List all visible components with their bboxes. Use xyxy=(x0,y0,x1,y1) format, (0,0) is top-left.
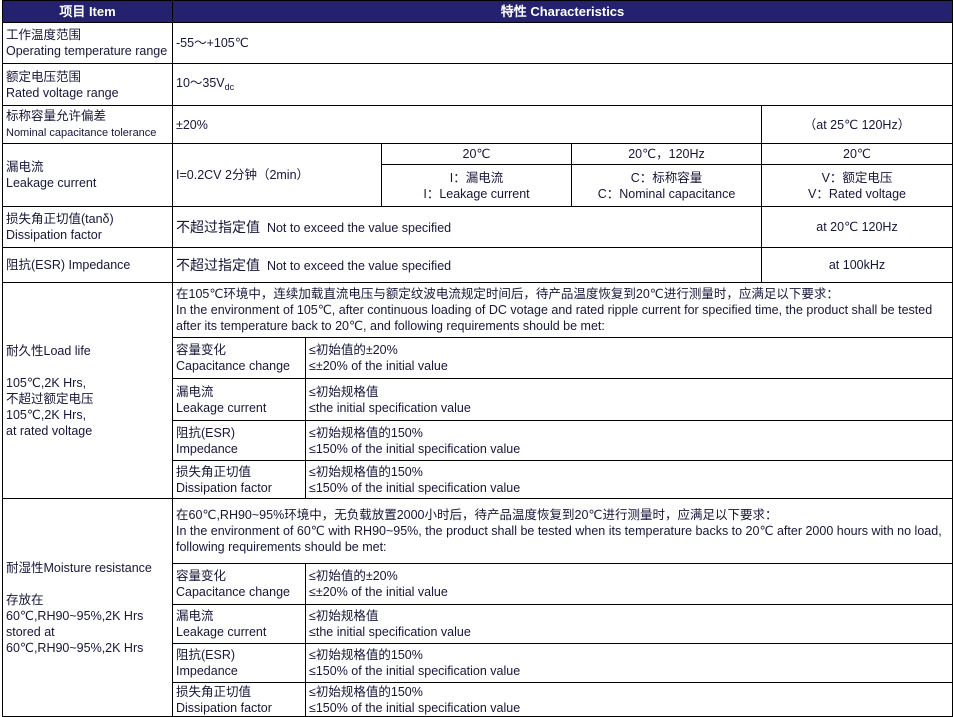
dissipation-value: 不超过指定值 Not to exceed the value specified xyxy=(172,206,762,248)
tolerance-value-text: ±20% xyxy=(176,117,208,132)
temp-label-zh: 工作温度范围 xyxy=(6,28,82,42)
moisture-item-name: 漏电流 Leakage current xyxy=(172,604,306,644)
leakage-subvalue-text: I：漏电流 I：Leakage current xyxy=(423,170,530,201)
tolerance-label-zh: 标称容量允许偏差 xyxy=(6,109,107,123)
load_life-item-requirement: ≤初始规格值的150% ≤150% of the initial specifi… xyxy=(305,460,953,499)
load_life-intro-text: 在105℃环境中，连续加载直流电压与额定纹波电流规定时间后，待产品温度恢复到20… xyxy=(176,287,933,333)
dissipation-condition: at 20℃ 120Hz xyxy=(761,206,953,248)
load_life-item-requirement: ≤初始值的±20% ≤±20% of the initial value xyxy=(305,337,953,379)
load_life-item-name: 阻抗(ESR) Impedance xyxy=(172,420,306,461)
leakage-value: I=0.2CV 2分钟（2min） xyxy=(172,143,382,207)
temp-value-text: -55～+105℃ xyxy=(176,36,249,50)
load_life-item-name-text: 容量变化 Capacitance change xyxy=(176,343,290,373)
load_life-item-name-text: 损失角正切值 Dissipation factor xyxy=(176,464,272,495)
moisture-item-requirement: ≤初始值的±20% ≤±20% of the initial value xyxy=(305,563,953,605)
impedance-label-text: 阻抗(ESR) Impedance xyxy=(6,258,131,272)
impedance-value: 不超过指定值 Not to exceed the value specified xyxy=(172,247,762,283)
load_life-item-name: 容量变化 Capacitance change xyxy=(172,337,306,379)
load_life-item-requirement: ≤初始规格值的150% ≤150% of the initial specifi… xyxy=(305,420,953,461)
load_life-label: 耐久性Load life 105℃,2K Hrs, 不超过额定电压 105℃,2… xyxy=(2,282,173,499)
load_life-item-requirement-text: ≤初始值的±20% ≤±20% of the initial value xyxy=(309,343,448,373)
leakage-subheader-0: 20℃ xyxy=(381,143,572,165)
moisture-item-requirement: ≤初始规格值的150% ≤150% of the initial specifi… xyxy=(305,682,953,717)
impedance-condition-text: at 100kHz xyxy=(828,258,886,272)
moisture-item-requirement: ≤初始规格值 ≤the initial specification value xyxy=(305,604,953,644)
leakage-subvalue-text: V：额定电压 V：Rated voltage xyxy=(808,170,906,201)
impedance-value-en: Not to exceed the value specified xyxy=(266,258,452,273)
dissipation-label-text: 损失角正切值(tanδ) Dissipation factor xyxy=(6,212,114,242)
moisture-item-name-text: 损失角正切值 Dissipation factor xyxy=(176,684,272,715)
leakage-label-text: 漏电流 Leakage current xyxy=(6,160,97,190)
moisture-item-requirement-text: ≤初始规格值 ≤the initial specification value xyxy=(309,609,471,639)
moisture-item-requirement-text: ≤初始规格值的150% ≤150% of the initial specifi… xyxy=(309,648,521,678)
moisture-label: 耐湿性Moisture resistance 存放在 60℃,RH90~95%,… xyxy=(2,498,173,717)
load_life-item-name-text: 漏电流 Leakage current xyxy=(176,384,267,415)
leakage-subvalue-0: I：漏电流 I：Leakage current xyxy=(381,164,572,207)
header-item-label: 项目 Item xyxy=(59,3,116,19)
leakage-subheader-2: 20℃ xyxy=(761,143,953,165)
moisture-item-name-text: 漏电流 Leakage current xyxy=(176,609,267,639)
leakage-subvalue-text: C：标称容量 C：Nominal capacitance xyxy=(597,170,736,201)
load_life-item-name: 损失角正切值 Dissipation factor xyxy=(172,460,306,499)
tolerance-value: ±20% xyxy=(172,105,762,144)
leakage-value-text: I=0.2CV 2分钟（2min） xyxy=(176,168,310,182)
dissipation-value-zh: 不超过指定值 xyxy=(176,218,260,235)
impedance-condition: at 100kHz xyxy=(761,247,953,283)
voltage-label-zh: 额定电压范围 xyxy=(6,69,82,84)
load_life-item-name-text: 阻抗(ESR) Impedance xyxy=(176,425,238,456)
load_life-intro: 在105℃环境中，连续加载直流电压与额定纹波电流规定时间后，待产品温度恢复到20… xyxy=(172,282,953,338)
moisture-item-name-text: 容量变化 Capacitance change xyxy=(176,569,290,599)
temp-label-en: Operating temperature range xyxy=(6,44,168,58)
load_life-item-requirement: ≤初始规格值 ≤the initial specification value xyxy=(305,378,953,421)
tolerance-label-en: Nominal capacitance tolerance xyxy=(6,127,157,139)
load_life-item-requirement-text: ≤初始规格值的150% ≤150% of the initial specifi… xyxy=(309,425,521,456)
header-characteristics: 特性 Characteristics xyxy=(172,0,953,23)
voltage-label: 额定电压范围 Rated voltage range xyxy=(2,63,173,106)
load_life-item-requirement-text: ≤初始规格值 ≤the initial specification value xyxy=(309,384,471,415)
voltage-value-text: 10～35V xyxy=(176,75,225,90)
load_life-label-text: 耐久性Load life 105℃,2K Hrs, 不超过额定电压 105℃,2… xyxy=(6,343,94,438)
dissipation-label: 损失角正切值(tanδ) Dissipation factor xyxy=(2,206,173,248)
moisture-item-name: 阻抗(ESR) Impedance xyxy=(172,643,306,683)
leakage-subvalue-1: C：标称容量 C：Nominal capacitance xyxy=(571,164,762,207)
leakage-subheader-text: 20℃，120Hz xyxy=(628,147,705,161)
moisture-item-name: 容量变化 Capacitance change xyxy=(172,563,306,605)
load_life-item-name: 漏电流 Leakage current xyxy=(172,378,306,421)
header-item: 项目 Item xyxy=(2,0,173,23)
temp-value: -55～+105℃ xyxy=(172,22,953,64)
impedance-value-zh: 不超过指定值 xyxy=(176,256,260,273)
header-characteristics-label: 特性 Characteristics xyxy=(500,3,625,19)
moisture-item-name-text: 阻抗(ESR) Impedance xyxy=(176,648,238,678)
tolerance-label: 标称容量允许偏差 Nominal capacitance tolerance xyxy=(2,105,173,144)
load_life-item-requirement-text: ≤初始规格值的150% ≤150% of the initial specifi… xyxy=(309,464,521,495)
moisture-item-requirement: ≤初始规格值的150% ≤150% of the initial specifi… xyxy=(305,643,953,683)
leakage-subheader-text: 20℃ xyxy=(843,147,871,161)
voltage-subscript: dc xyxy=(224,81,235,92)
moisture-intro: 在60℃,RH90~95%环境中，无负载放置2000小时后，待产品温度恢复到20… xyxy=(172,498,953,564)
moisture-intro-text: 在60℃,RH90~95%环境中，无负载放置2000小时后，待产品温度恢复到20… xyxy=(176,508,942,554)
leakage-label: 漏电流 Leakage current xyxy=(2,143,173,207)
temp-label: 工作温度范围 Operating temperature range xyxy=(2,22,173,64)
leakage-subvalue-2: V：额定电压 V：Rated voltage xyxy=(761,164,953,207)
voltage-value: 10～35Vdc xyxy=(172,63,953,106)
tolerance-condition: （at 25℃ 120Hz） xyxy=(761,105,953,144)
tolerance-condition-text: （at 25℃ 120Hz） xyxy=(803,117,911,132)
leakage-subheader-1: 20℃，120Hz xyxy=(571,143,762,165)
voltage-label-en: Rated voltage range xyxy=(6,85,119,100)
dissipation-value-en: Not to exceed the value specified xyxy=(266,220,452,235)
dissipation-condition-text: at 20℃ 120Hz xyxy=(816,220,898,234)
impedance-label: 阻抗(ESR) Impedance xyxy=(2,247,173,283)
moisture-item-requirement-text: ≤初始规格值的150% ≤150% of the initial specifi… xyxy=(309,684,521,715)
moisture-label-text: 耐湿性Moisture resistance 存放在 60℃,RH90~95%,… xyxy=(6,560,152,655)
moisture-item-name: 损失角正切值 Dissipation factor xyxy=(172,682,306,717)
moisture-item-requirement-text: ≤初始值的±20% ≤±20% of the initial value xyxy=(309,569,448,599)
leakage-subheader-text: 20℃ xyxy=(462,147,491,161)
